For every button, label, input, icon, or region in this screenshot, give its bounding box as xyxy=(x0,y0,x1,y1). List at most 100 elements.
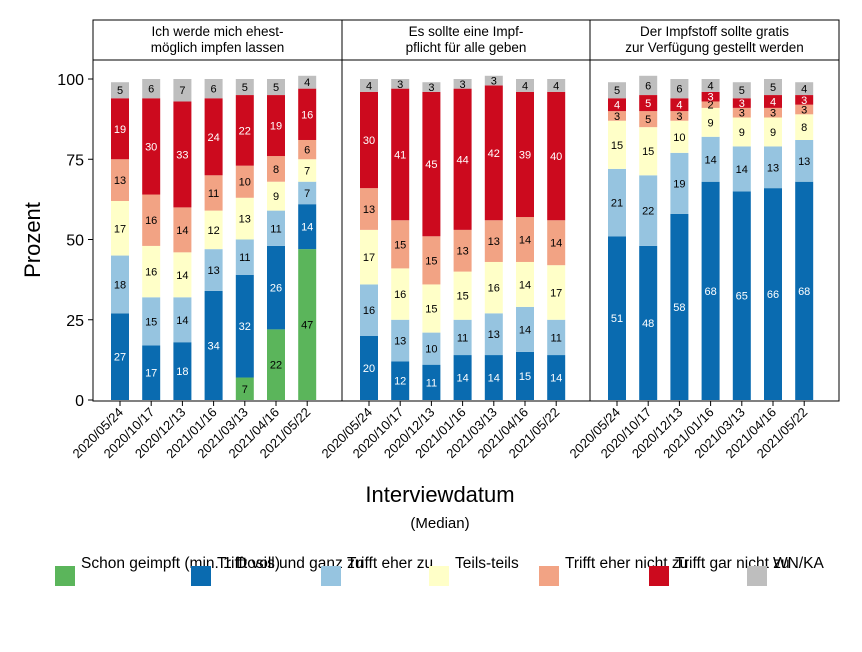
data-label-0-5-schon: 22 xyxy=(270,360,282,372)
bar-segment-2-4-teils xyxy=(732,117,751,147)
data-label-2-5-wnka: 5 xyxy=(770,82,776,94)
bar-segment-0-3-ehernicht xyxy=(204,175,223,211)
bar-segment-0-3-teils xyxy=(204,210,223,250)
data-label-2-6-wnka: 4 xyxy=(801,84,807,96)
data-label-2-2-wnka: 6 xyxy=(676,84,682,96)
bar-segment-0-5-garnicht xyxy=(267,95,285,157)
data-label-1-6-ehernicht: 14 xyxy=(550,238,562,250)
data-label-1-2-eher: 10 xyxy=(425,344,437,356)
data-label-1-0-ehernicht: 13 xyxy=(363,204,375,216)
bar-segment-2-2-wnka xyxy=(670,79,689,99)
data-label-0-0-voll: 27 xyxy=(114,352,126,364)
data-label-0-5-teils: 9 xyxy=(273,191,279,203)
bar-segment-2-0-voll xyxy=(608,236,626,400)
bar-segment-2-6-eher xyxy=(795,139,814,182)
bar-segment-1-0-teils xyxy=(360,229,378,285)
bar-segment-2-2-eher xyxy=(670,152,689,214)
data-label-0-0-teils: 17 xyxy=(114,223,126,235)
legend-label-garnicht: Trifft gar nicht zu xyxy=(675,555,790,572)
data-label-0-4-garnicht: 22 xyxy=(239,125,251,137)
bar-segment-1-5-teils xyxy=(516,261,534,307)
data-label-2-6-garnicht: 3 xyxy=(801,95,807,107)
data-label-1-2-ehernicht: 15 xyxy=(425,255,437,267)
bar-segment-0-1-garnicht xyxy=(142,98,161,195)
bar-segment-0-4-eher xyxy=(235,239,254,275)
bar-segment-2-5-voll xyxy=(764,188,782,400)
bar-segment-2-1-voll xyxy=(639,245,658,400)
data-label-0-6-wnka: 4 xyxy=(304,77,310,89)
data-label-1-6-voll: 14 xyxy=(550,373,562,385)
data-label-2-0-teils: 15 xyxy=(611,140,623,152)
y-axis-title: Prozent xyxy=(20,202,45,278)
data-label-1-1-garnicht: 41 xyxy=(394,149,406,161)
legend-label-wnka: WN/KA xyxy=(773,555,824,572)
y-tick-label-4: 100 xyxy=(57,72,84,89)
bar-segment-1-0-ehernicht xyxy=(360,188,378,230)
bar-segment-1-1-teils xyxy=(391,268,410,320)
data-label-1-3-voll: 14 xyxy=(456,373,468,385)
data-label-0-3-teils: 12 xyxy=(207,225,219,237)
data-label-1-1-ehernicht: 15 xyxy=(394,239,406,251)
legend-label-teils: Teils-teils xyxy=(455,555,519,572)
data-label-1-1-voll: 12 xyxy=(394,376,406,388)
data-label-2-4-ehernicht: 3 xyxy=(739,108,745,120)
bar-segment-2-2-teils xyxy=(670,120,689,153)
legend-label-ehernicht: Trifft eher nicht zu xyxy=(565,555,689,572)
data-label-1-5-teils: 14 xyxy=(519,279,531,291)
bar-segment-2-1-ehernicht xyxy=(639,111,658,128)
bar-segment-0-5-voll xyxy=(267,245,285,330)
data-label-0-0-ehernicht: 13 xyxy=(114,175,126,187)
data-label-1-2-garnicht: 45 xyxy=(425,159,437,171)
bar-segment-0-2-wnka xyxy=(173,79,192,102)
bar-segment-1-0-wnka xyxy=(360,79,378,92)
bar-segment-0-5-teils xyxy=(267,181,285,211)
bar-segment-0-2-ehernicht xyxy=(173,207,192,253)
data-label-1-1-wnka: 3 xyxy=(397,79,403,91)
bar-segment-2-2-ehernicht xyxy=(670,111,689,121)
data-label-0-6-garnicht: 16 xyxy=(301,109,313,121)
bar-segment-1-6-garnicht xyxy=(547,91,566,221)
data-label-1-3-teils: 15 xyxy=(456,291,468,303)
bar-segment-0-3-voll xyxy=(204,290,223,400)
bar-segment-2-0-wnka xyxy=(608,82,626,99)
data-label-0-2-wnka: 7 xyxy=(179,85,185,97)
legend-swatch-ehernicht xyxy=(539,566,559,586)
bar-segment-1-6-teils xyxy=(547,265,566,320)
legend-item-ehernicht: Trifft eher nicht zu xyxy=(539,556,688,586)
bar-segment-0-2-eher xyxy=(173,297,192,343)
data-label-1-1-teils: 16 xyxy=(394,289,406,301)
data-label-0-2-voll: 18 xyxy=(176,366,188,378)
bar-segment-1-0-eher xyxy=(360,284,378,336)
data-label-0-2-teils: 14 xyxy=(176,270,188,282)
bar-segment-0-1-teils xyxy=(142,245,161,298)
data-label-0-4-wnka: 5 xyxy=(242,82,248,94)
panel-title-1-line-1: pflicht für alle geben xyxy=(406,40,527,55)
data-label-2-4-voll: 65 xyxy=(736,291,748,303)
bar-segment-1-2-ehernicht xyxy=(422,236,441,285)
x-axis-title: Interviewdatum xyxy=(365,482,514,507)
bar-segment-1-4-wnka xyxy=(484,75,503,86)
data-label-0-1-wnka: 6 xyxy=(148,84,154,96)
bar-segment-1-0-voll xyxy=(360,335,378,400)
bar-segment-1-5-ehernicht xyxy=(516,217,534,262)
panel-title-2-line-1: zur Verfügung gestellt werden xyxy=(625,40,804,55)
bar-segment-0-6-schon xyxy=(298,249,317,400)
bar-segment-2-0-teils xyxy=(608,120,626,169)
bar-segment-0-6-teils xyxy=(298,159,317,182)
bar-segment-1-2-teils xyxy=(422,284,441,333)
data-label-0-4-schon: 7 xyxy=(242,384,248,396)
bar-segment-1-1-garnicht xyxy=(391,88,410,221)
data-label-1-4-voll: 14 xyxy=(488,373,500,385)
bar-segment-1-6-voll xyxy=(547,355,566,400)
data-label-1-6-eher: 11 xyxy=(550,332,561,344)
legend-item-eher: Trifft eher zu xyxy=(321,556,433,586)
data-label-1-2-teils: 15 xyxy=(425,304,437,316)
data-label-0-5-eher: 11 xyxy=(270,223,281,235)
bar-segment-2-5-wnka xyxy=(764,79,782,96)
bar-segment-1-4-eher xyxy=(484,313,503,356)
data-label-0-5-ehernicht: 8 xyxy=(273,164,279,176)
bar-segment-0-5-ehernicht xyxy=(267,156,285,182)
bar-segment-0-6-wnka xyxy=(298,75,317,89)
bar-segment-1-6-ehernicht xyxy=(547,220,566,266)
data-label-0-6-schon: 47 xyxy=(301,320,313,332)
